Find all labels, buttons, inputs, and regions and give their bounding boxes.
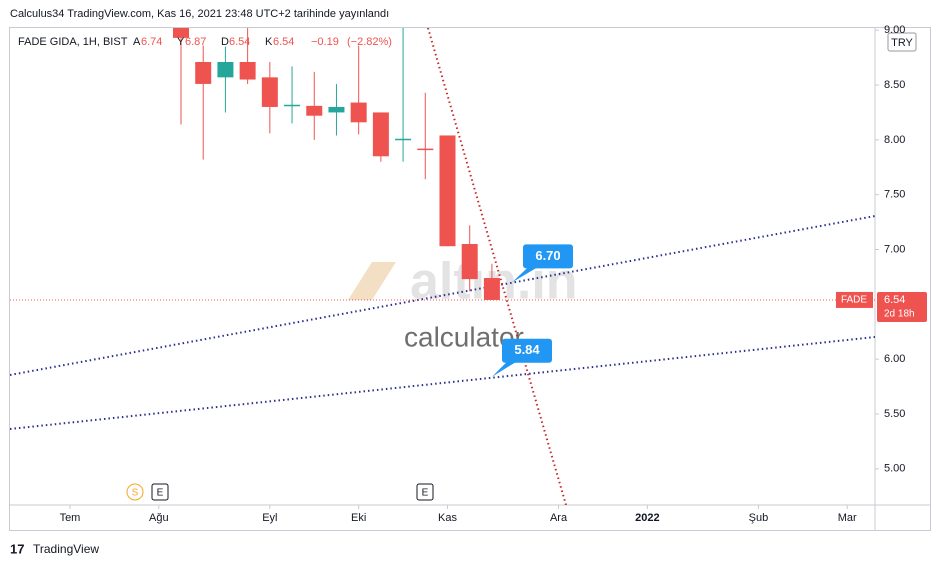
ohlc-value: 6.74	[141, 36, 162, 48]
chart-title: FADE GIDA, 1H, BIST	[18, 36, 128, 48]
candle-body	[239, 61, 256, 80]
candle-body	[306, 105, 323, 116]
trend-line	[10, 336, 875, 430]
candle-body	[284, 104, 301, 107]
currency-box	[887, 32, 917, 52]
callout-box	[502, 338, 552, 363]
callout-label: 5.84	[514, 342, 540, 357]
candle-body	[461, 244, 478, 280]
y-tick-label: 7.00	[884, 243, 905, 255]
currency: TRY	[891, 37, 913, 49]
event-label: E	[422, 488, 429, 499]
y-tick-label: 7.50	[884, 189, 905, 201]
candle-body	[195, 61, 212, 84]
ohlc-key: Y	[177, 36, 185, 48]
logo: 17 TradingView	[10, 541, 99, 556]
change: −0.19	[311, 36, 339, 48]
candle-body	[261, 77, 278, 107]
change-pct: (−2.82%)	[347, 36, 392, 48]
drawings	[10, 28, 875, 505]
callout-label: 6.70	[535, 248, 560, 263]
event-badge	[151, 483, 169, 501]
x-tick-label: Mar	[838, 512, 857, 524]
x-tick-label: Şub	[749, 512, 769, 524]
y-tick-label: 9.00	[884, 24, 905, 36]
ohlc-key: K	[265, 36, 273, 48]
ohlc-value: 6.54	[229, 36, 250, 48]
x-tick-label: Tem	[60, 512, 81, 524]
watermark-logo	[348, 262, 396, 300]
price-label: 6.54	[884, 294, 905, 306]
callout-pointer	[492, 360, 518, 377]
x-tick-label: 2022	[635, 512, 659, 524]
published-note: Calculus34 TradingView.com, Kas 16, 2021…	[10, 8, 389, 20]
event-label: E	[157, 488, 164, 499]
x-tick-label: Kas	[438, 512, 457, 524]
candle-body	[217, 61, 234, 78]
y-tick-label: 8.50	[884, 79, 905, 91]
x-tick-label: Eyl	[262, 512, 277, 524]
candle-body	[483, 278, 500, 300]
ohlc-key: D	[221, 36, 229, 48]
footer: TradingView	[33, 542, 99, 556]
candle-body	[372, 112, 389, 157]
logo-mark: 17	[10, 541, 24, 556]
callout-pointer	[512, 266, 539, 283]
y-tick-label: 8.00	[884, 134, 905, 146]
price-badge	[877, 291, 927, 322]
symbol-badge	[836, 291, 873, 308]
ohlc-value: 6.87	[185, 36, 206, 48]
y-tick-label: 5.00	[884, 463, 905, 475]
event-label: S	[132, 488, 139, 499]
countdown: 2d 18h	[884, 309, 915, 320]
plot-area	[173, 28, 500, 300]
y-tick-label: 6.00	[884, 353, 905, 365]
ohlc-value: 6.54	[273, 36, 294, 48]
event-badge	[416, 483, 434, 501]
candle-body	[439, 135, 456, 247]
symbol-label: FADE	[841, 295, 867, 306]
y-tick-label: 5.50	[884, 408, 905, 420]
callout-box	[523, 244, 573, 269]
candle-body	[417, 148, 434, 151]
x-tick-label: Ağu	[149, 512, 169, 524]
x-tick-label: Eki	[351, 512, 366, 524]
ohlc-key: A	[133, 36, 141, 48]
trend-line	[427, 28, 567, 505]
event-badge	[126, 483, 144, 501]
x-tick-label: Ara	[550, 512, 568, 524]
candle-body	[350, 102, 367, 123]
candle-body	[328, 106, 345, 113]
candle-body	[395, 138, 412, 141]
candle-body	[173, 28, 190, 38]
